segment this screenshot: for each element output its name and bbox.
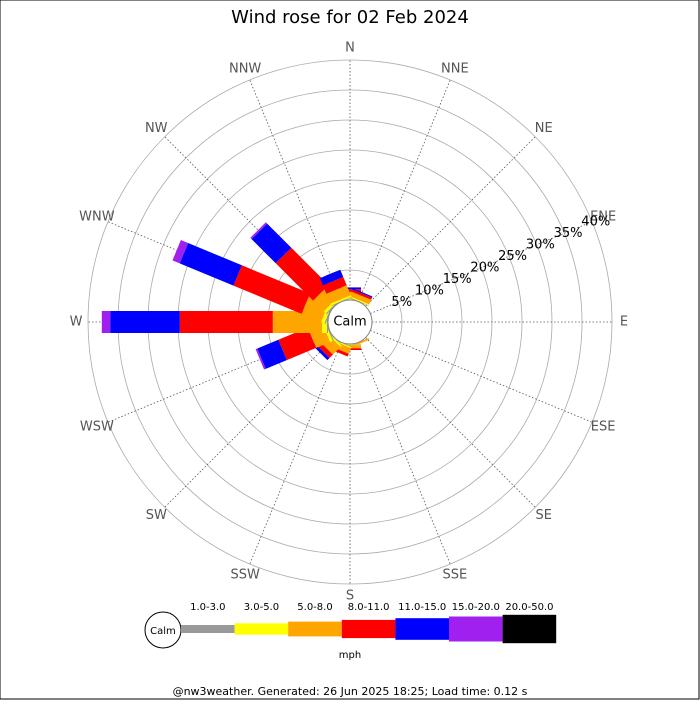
legend-label: 8.0-11.0: [348, 602, 390, 613]
bar-segment: [330, 295, 352, 306]
ring-label: 20%: [470, 261, 499, 276]
spoke: [365, 136, 536, 307]
legend-swatch: [341, 619, 396, 639]
unit-label: mph: [339, 650, 361, 661]
legend-swatch: [449, 616, 503, 642]
legend-label: 11.0-15.0: [398, 602, 446, 613]
direction-label: NW: [145, 121, 168, 136]
legend-label: 3.0-5.0: [244, 602, 279, 613]
direction-label: N: [345, 41, 355, 56]
ring-label: 10%: [415, 284, 444, 299]
direction-label: W: [70, 315, 83, 330]
bar-segment: [233, 265, 311, 314]
bar-segment: [172, 240, 189, 264]
spoke: [249, 79, 342, 302]
footer: @nw3weather. Generated: 26 Jun 2025 18:2…: [173, 685, 528, 698]
spoke: [358, 79, 451, 302]
direction-label: SE: [536, 508, 552, 523]
bar-segment: [339, 287, 361, 290]
ring-label: 30%: [526, 238, 555, 253]
spoke: [370, 221, 593, 314]
bar-segment: [351, 288, 373, 298]
bar-segment: [275, 247, 329, 301]
bar-segment: [257, 339, 287, 369]
direction-label: NNE: [441, 61, 469, 76]
bar-segment: [255, 348, 266, 370]
direction-label: SSW: [230, 568, 260, 583]
bar-segment: [348, 295, 370, 306]
bar-segment: [350, 289, 373, 300]
bar-segment: [179, 243, 242, 286]
direction-label: SW: [146, 508, 167, 523]
direction-label: WSW: [80, 419, 114, 434]
calm-circle: [327, 299, 373, 345]
spoke: [370, 330, 593, 423]
bar-segment: [251, 223, 292, 264]
legend-label: 15.0-20.0: [452, 602, 500, 613]
direction-label: ENE: [590, 210, 616, 225]
calm-label: Calm: [333, 315, 366, 330]
bar-segment: [322, 276, 347, 294]
spoke: [358, 342, 451, 565]
legend-calm-label: Calm: [150, 626, 176, 637]
direction-label: E: [620, 315, 628, 330]
legend-swatch: [502, 614, 557, 644]
legend-swatch: [181, 625, 235, 633]
bar-segment: [110, 311, 180, 333]
direction-label: WNW: [79, 210, 115, 225]
chart-title: Wind rose for 02 Feb 2024: [231, 7, 469, 28]
direction-label: NE: [535, 121, 553, 136]
bar-segment: [326, 285, 351, 304]
direction-label: NNW: [229, 61, 261, 76]
direction-bar: [101, 311, 328, 333]
legend-swatch: [288, 621, 342, 637]
direction-bar: [348, 288, 373, 306]
ring-label: 40%: [581, 215, 610, 230]
ring-label: 15%: [443, 272, 472, 287]
spoke: [249, 342, 342, 565]
spoke: [365, 337, 536, 508]
legend-label: 1.0-3.0: [190, 602, 225, 613]
ring-label: 35%: [554, 226, 583, 241]
legend-swatch: [234, 623, 289, 635]
bar-segment: [339, 298, 361, 300]
direction-label: ESE: [591, 419, 616, 434]
bar-segment: [319, 269, 344, 286]
ring: [87, 59, 613, 585]
spoke: [164, 337, 335, 508]
bar-segment: [179, 311, 273, 333]
direction-label: S: [346, 589, 354, 604]
bar-segment: [339, 344, 361, 346]
legend-label: 5.0-8.0: [297, 602, 332, 613]
ring-label: 25%: [498, 249, 527, 264]
legend-swatch: [395, 618, 449, 640]
plot: N NNE NE ENE E ESE SE SSE S SSW SW WSW W WNW NW NNW 5%10…: [70, 41, 629, 662]
bar-segment: [278, 327, 317, 361]
bar-segment: [250, 222, 268, 240]
bar-segment: [339, 289, 361, 293]
legend-label: 20.0-50.0: [505, 602, 553, 613]
bar-segment: [101, 311, 111, 333]
bar-segment: [348, 291, 372, 305]
direction-label: SSE: [442, 568, 467, 583]
ring-label: 5%: [391, 295, 412, 310]
